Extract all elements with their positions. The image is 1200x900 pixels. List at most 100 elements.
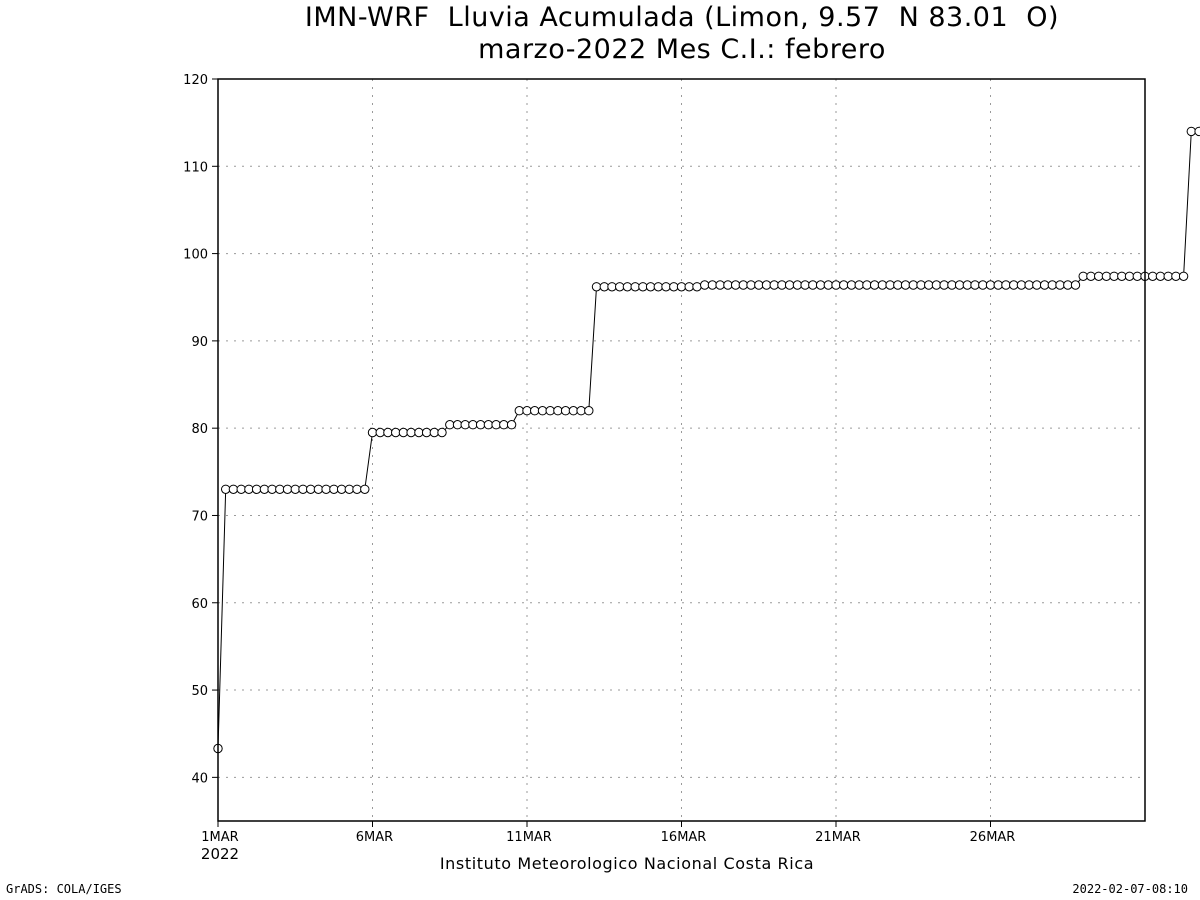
x-year-label: 2022 (201, 845, 239, 863)
data-point (537, 406, 548, 416)
data-point (244, 484, 254, 494)
data-point (1101, 271, 1112, 281)
data-point (1047, 280, 1058, 290)
data-point (784, 280, 795, 290)
data-point (692, 282, 702, 292)
data-point (700, 280, 710, 290)
data-point (815, 280, 826, 290)
x-axis-ticks: 1MAR 6MAR 11MAR 16MAR 21MAR 26MAR 2022 (201, 821, 1015, 863)
data-point (221, 484, 231, 494)
data-point (429, 427, 439, 438)
data-point (483, 420, 494, 430)
x-axis-label: Instituto Meteorologico Nacional Costa R… (439, 854, 815, 873)
data-point (1132, 271, 1143, 281)
data-point (931, 280, 942, 290)
plot-frame (217, 78, 1146, 822)
data-point (475, 420, 486, 430)
data-point (669, 282, 679, 292)
data-point (908, 280, 918, 290)
data-point (259, 484, 270, 494)
data-point (653, 282, 663, 292)
data-point (823, 280, 833, 290)
data-point (499, 420, 509, 430)
data-point (584, 406, 594, 416)
data-point (978, 280, 988, 290)
data-point (1039, 280, 1050, 290)
data-point (344, 484, 354, 494)
series-line (217, 130, 1200, 749)
data-point (862, 280, 872, 290)
y-tick-label: 100 (183, 248, 208, 263)
data-point (900, 280, 911, 290)
data-point (730, 280, 741, 290)
data-point (769, 280, 779, 290)
data-point (1117, 271, 1127, 281)
data-point (808, 280, 818, 290)
data-point (707, 280, 718, 290)
data-point (445, 420, 455, 430)
data-point (1171, 271, 1181, 281)
data-point (1124, 271, 1135, 281)
x-tick-label: 11MAR (506, 830, 552, 845)
data-point (939, 280, 949, 290)
y-tick-label: 110 (183, 160, 208, 175)
data-point (383, 427, 393, 438)
series-markers (213, 126, 1200, 754)
data-point (1001, 280, 1011, 290)
data-point (738, 280, 748, 290)
data-point (661, 282, 671, 292)
data-point (545, 406, 555, 416)
data-point (329, 484, 339, 494)
data-point (491, 420, 501, 430)
data-point (421, 427, 432, 438)
data-point (468, 420, 478, 430)
data-point (298, 484, 308, 494)
data-point (1194, 126, 1200, 137)
data-point (877, 280, 888, 290)
chart-subtitle: marzo-2022 Mes C.I.: febrero (478, 34, 886, 65)
x-tick-label: 16MAR (661, 830, 707, 845)
data-point (885, 280, 895, 290)
data-point (591, 282, 602, 292)
data-point (1163, 271, 1173, 281)
data-point (228, 484, 239, 494)
data-point (452, 420, 463, 430)
data-point (437, 427, 447, 438)
data-point (506, 420, 517, 430)
data-point (336, 484, 347, 494)
data-point (321, 484, 331, 494)
data-point (1155, 271, 1166, 281)
data-point (1109, 271, 1119, 281)
data-point (391, 427, 401, 438)
data-point (615, 282, 625, 292)
x-tick-label: 6MAR (356, 830, 393, 845)
data-point (684, 282, 694, 292)
software-credit: GrADS: COLA/IGES (6, 882, 122, 896)
data-point (645, 282, 656, 292)
data-point (846, 280, 857, 290)
data-point (924, 280, 934, 290)
data-point (414, 427, 424, 438)
data-point (568, 406, 579, 416)
data-point (638, 282, 648, 292)
data-point (553, 406, 563, 416)
data-point (352, 484, 362, 494)
data-point (306, 484, 316, 494)
data-point (275, 484, 285, 494)
data-point (777, 280, 787, 290)
data-point (398, 427, 409, 438)
data-point (761, 280, 772, 290)
data-point (313, 484, 324, 494)
data-point (800, 280, 810, 290)
data-point (954, 280, 965, 290)
data-point (630, 282, 640, 292)
generation-timestamp: 2022-02-07-08:10 (1072, 882, 1188, 896)
data-point (985, 280, 996, 290)
data-point (854, 280, 864, 290)
y-tick-label: 120 (183, 73, 208, 88)
data-point (962, 280, 972, 290)
y-tick-label: 80 (191, 422, 208, 437)
data-point (251, 484, 262, 494)
data-point (754, 280, 764, 290)
y-tick-label: 40 (191, 771, 208, 786)
